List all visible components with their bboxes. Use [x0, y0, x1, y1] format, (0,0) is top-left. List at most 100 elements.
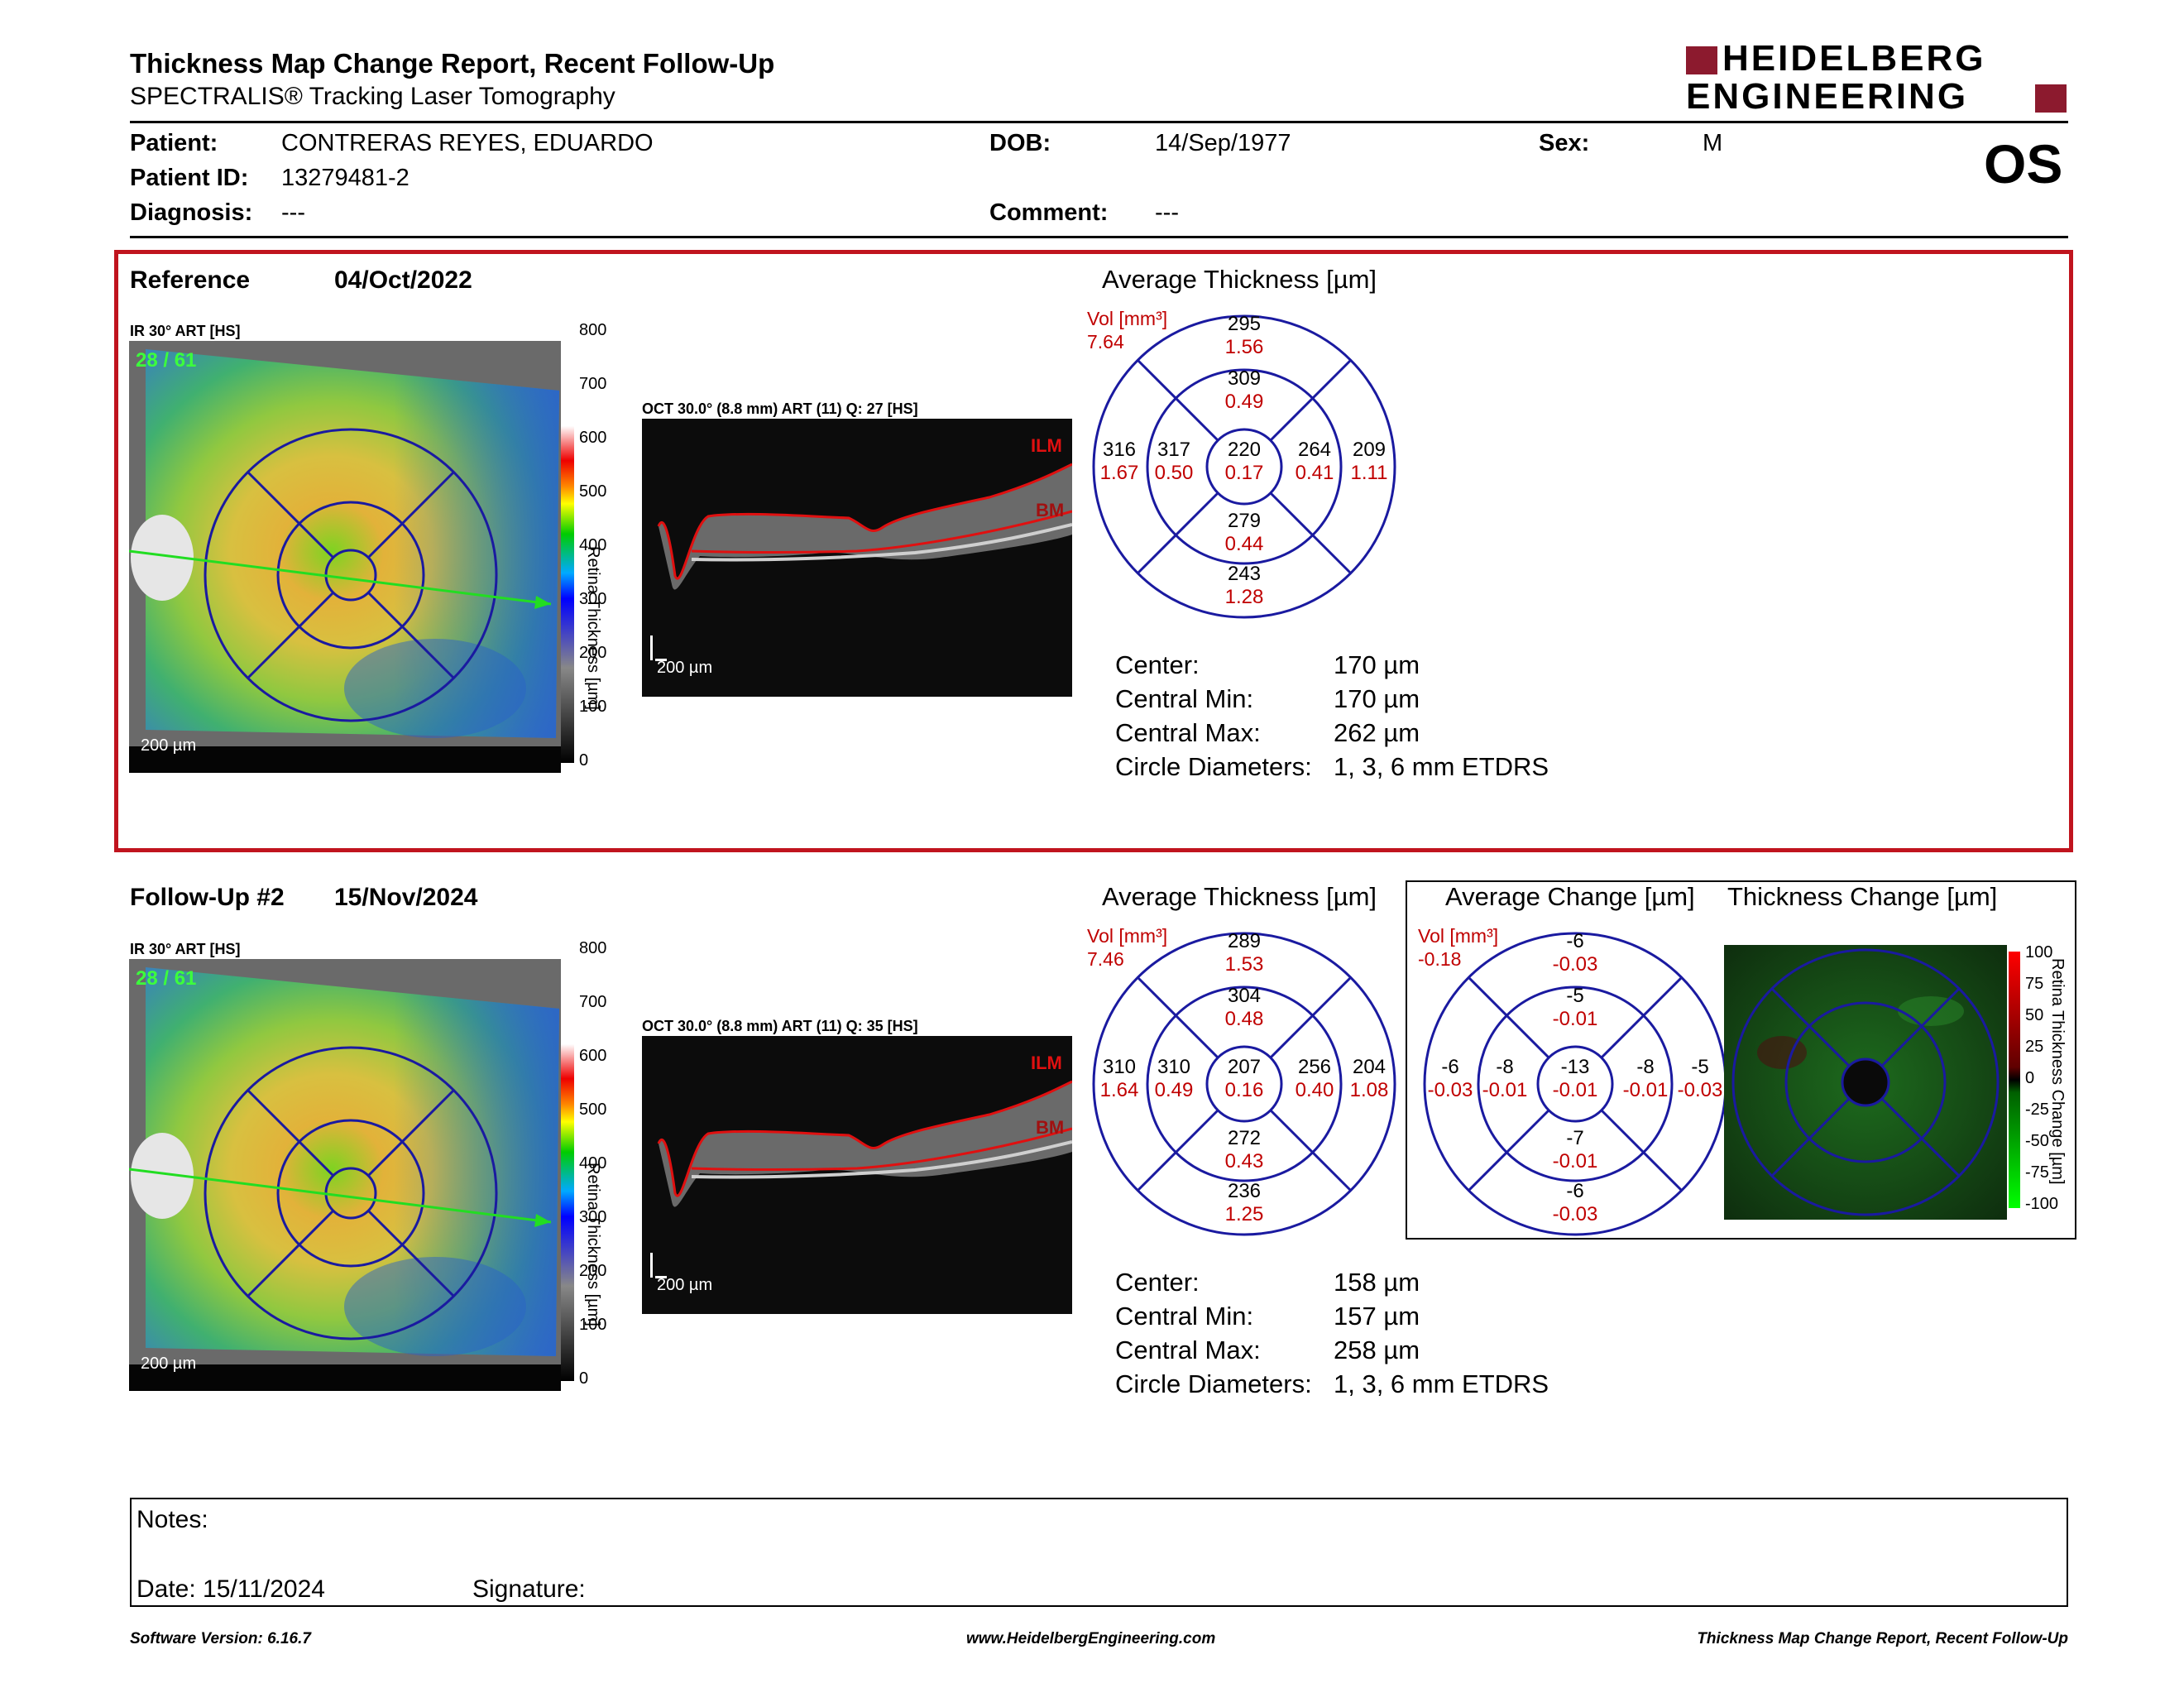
circle-diam-value: 1, 3, 6 mm ETDRS	[1334, 752, 1549, 781]
tick: 400	[579, 536, 607, 554]
sector-thickness: 316	[1102, 439, 1137, 461]
comment-value: ---	[1155, 199, 1179, 226]
website-link[interactable]: www.HeidelbergEngineering.com	[966, 1630, 1216, 1647]
center-value: 158 µm	[1334, 1268, 1420, 1297]
oct-scale-bar	[650, 635, 653, 660]
sector-volume: 1.53	[1224, 953, 1264, 976]
colorbar-ticks: 800 700 600 500 400 300 200 100 0	[579, 939, 620, 1394]
sector-volume: 1.11	[1350, 462, 1388, 484]
colorbar	[561, 949, 574, 1381]
vol-value: 7.46	[1087, 948, 1124, 970]
ir-thickness-map: 28 / 61 200 µm	[129, 959, 561, 1391]
dob-label: DOB:	[989, 130, 1051, 156]
sector-thickness: 304	[1227, 985, 1262, 1007]
tick: 700	[579, 993, 607, 1011]
tick: 100	[579, 698, 607, 716]
tick: -50	[2025, 1132, 2049, 1150]
tick: -25	[2025, 1101, 2049, 1119]
followup-label: Follow-Up #2	[130, 884, 285, 911]
central-min-label: Central Min:	[1115, 684, 1254, 713]
sector-thickness: 207	[1227, 1056, 1262, 1078]
optic-disc	[131, 1133, 194, 1219]
circle-diam-label: Circle Diameters:	[1115, 1369, 1312, 1398]
sector-thickness: 310	[1102, 1056, 1137, 1078]
etdrs-thickness-grid	[1090, 930, 1398, 1238]
ir-thickness-map: 28 / 61 200 µm	[129, 341, 561, 773]
change-volume: -0.01	[1552, 1150, 1598, 1172]
tick: 800	[579, 939, 607, 957]
patient-name: CONTRERAS REYES, EDUARDO	[281, 130, 654, 156]
notes-box[interactable]: Notes: Date: 15/11/2024 Signature:	[130, 1498, 2068, 1607]
etdrs-change-values: -6 -0.03 -5 -0.01 -6 -0.03 -8 -0.01 -13 …	[1421, 930, 1729, 1238]
sector-thickness: 310	[1157, 1056, 1191, 1078]
change-thickness: -13	[1560, 1056, 1590, 1078]
tick: 400	[579, 1154, 607, 1172]
change-volume: -0.03	[1427, 1079, 1473, 1101]
logo-square-icon	[1686, 46, 1717, 74]
sector-volume: 0.49	[1154, 1079, 1194, 1101]
sector-volume: 0.50	[1154, 462, 1194, 484]
etdrs-grid-overlay	[129, 1046, 552, 1340]
change-thickness: -8	[1636, 1056, 1655, 1078]
sector-volume: 1.67	[1099, 462, 1139, 484]
etdrs-grid-overlay	[129, 428, 552, 722]
tick: 500	[579, 482, 607, 501]
central-max-label: Central Max:	[1115, 718, 1261, 747]
vol-label: Vol [mm³]	[1087, 308, 1168, 329]
ir-counter: 28 / 61	[136, 349, 197, 372]
tick: -75	[2025, 1163, 2049, 1182]
tick: 500	[579, 1101, 607, 1119]
eye-label: OS	[1984, 133, 2063, 194]
tick: 50	[2025, 1006, 2044, 1024]
patient-label: Patient:	[130, 130, 218, 156]
sector-volume: 0.40	[1295, 1079, 1334, 1101]
sector-volume: 1.64	[1099, 1079, 1139, 1101]
tick: 300	[579, 590, 607, 608]
avg-change-title: Average Change [µm]	[1445, 882, 1695, 911]
change-colorbar-ticks: 100 75 50 25 0 -25 -50 -75 -100	[2025, 943, 2067, 1216]
change-thickness: -8	[1496, 1056, 1514, 1078]
bm-label: BM	[1036, 500, 1065, 520]
sector-thickness: 317	[1157, 439, 1191, 461]
sector-volume: 1.08	[1349, 1079, 1389, 1101]
sector-volume: 0.49	[1224, 391, 1264, 413]
tick: 0	[579, 751, 589, 770]
change-volume: -0.01	[1552, 1008, 1598, 1030]
tick: -100	[2025, 1195, 2059, 1213]
scale-bar-label: 200 µm	[141, 1355, 197, 1373]
vol-label: Vol [mm³]	[1087, 925, 1168, 947]
tick: 800	[579, 321, 607, 339]
center-value: 170 µm	[1334, 650, 1420, 679]
change-colorbar-title: Retina Thickness Change [µm]	[2048, 958, 2067, 1185]
logo-line1: HEIDELBERG	[1722, 38, 1986, 79]
sector-thickness: 289	[1227, 930, 1262, 952]
sector-thickness: 272	[1227, 1127, 1262, 1149]
circle-diam-value: 1, 3, 6 mm ETDRS	[1334, 1369, 1549, 1398]
tick: 25	[2025, 1038, 2044, 1056]
ilm-label: ILM	[1031, 1053, 1062, 1073]
central-min-value: 157 µm	[1334, 1302, 1420, 1331]
center-label: Center:	[1115, 1268, 1200, 1297]
tick: 100	[579, 1316, 607, 1334]
vol-value: 7.64	[1087, 331, 1124, 352]
thickness-change-map	[1724, 945, 2007, 1220]
sector-thickness: 204	[1352, 1056, 1387, 1078]
scale-bar-label: 200 µm	[141, 736, 197, 755]
tick: 600	[579, 429, 607, 447]
change-vol-label: Vol [mm³]	[1418, 925, 1499, 947]
thickness-change-title: Thickness Change [µm]	[1727, 882, 1998, 911]
sector-thickness: 209	[1352, 439, 1387, 461]
change-thickness: -7	[1566, 1127, 1584, 1149]
sex-label: Sex:	[1539, 130, 1590, 156]
reference-date: 04/Oct/2022	[334, 266, 472, 294]
ilm-label: ILM	[1031, 435, 1062, 456]
oct-scale-label: 200 µm	[657, 1276, 713, 1294]
sex-value: M	[1703, 130, 1723, 156]
tick: 100	[2025, 943, 2053, 961]
ir-counter: 28 / 61	[136, 967, 197, 990]
oct-scale-bar	[655, 659, 667, 661]
central-max-label: Central Max:	[1115, 1336, 1261, 1364]
footer-report-title: Thickness Map Change Report, Recent Foll…	[1697, 1630, 2068, 1647]
change-thickness: -6	[1441, 1056, 1459, 1078]
change-vol-value: -0.18	[1418, 948, 1462, 970]
